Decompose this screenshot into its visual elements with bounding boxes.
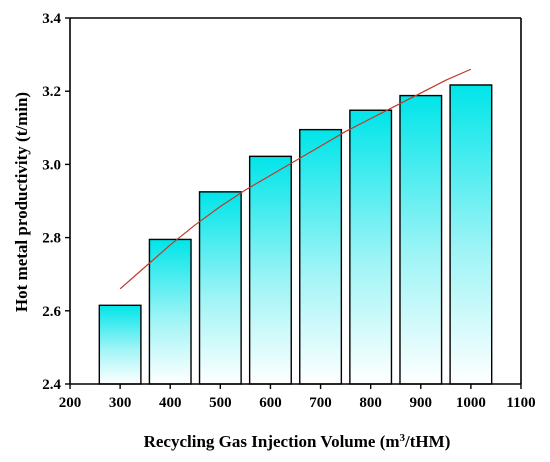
x-tick-label-1000: 1000: [456, 395, 486, 411]
y-tick-label-3: 3.0: [42, 157, 61, 173]
x-ticks: 200 300 400 500 600 700 800 900 1000 1100: [59, 384, 536, 411]
bar-400: [148, 238, 192, 385]
trend-line: [119, 68, 472, 290]
x-tick-label-300: 300: [109, 395, 132, 411]
x-axis-title-sup: 3: [400, 432, 406, 444]
bar-900: [399, 94, 443, 385]
y-tick-label-0: 2.4: [42, 377, 61, 393]
x-tick-label-1100: 1100: [506, 395, 535, 411]
y-tick-label-2: 2.8: [42, 231, 61, 247]
bar-1000: [449, 84, 493, 385]
y-tick-label-4: 3.2: [42, 84, 61, 100]
x-axis-title-main: Recycling Gas Injection Volume (m: [144, 432, 400, 451]
x-tick-label-800: 800: [359, 395, 382, 411]
bars-layer: [98, 84, 493, 385]
bar-800: [349, 109, 393, 385]
y-tick-label-5: 3.4: [42, 11, 61, 27]
y-tick-label-1: 2.6: [42, 304, 61, 320]
x-tick-label-500: 500: [209, 395, 232, 411]
x-tick-label-600: 600: [259, 395, 282, 411]
bar-300: [98, 304, 142, 385]
y-axis-title: Hot metal productivity (t/min): [12, 92, 31, 312]
x-axis-title: Recycling Gas Injection Volume (m3/tHM): [144, 432, 451, 451]
x-tick-label-900: 900: [410, 395, 433, 411]
axes: [69, 17, 522, 385]
x-tick-label-400: 400: [159, 395, 182, 411]
x-axis-title-tail: /tHM): [404, 432, 450, 451]
x-tick-label-700: 700: [309, 395, 332, 411]
bar-700: [299, 128, 343, 385]
bar-600: [248, 155, 292, 385]
y-ticks: 2.4 2.6 2.8 3.0 3.2 3.4: [42, 11, 70, 393]
bar-500: [198, 191, 242, 385]
x-tick-label-200: 200: [59, 395, 82, 411]
